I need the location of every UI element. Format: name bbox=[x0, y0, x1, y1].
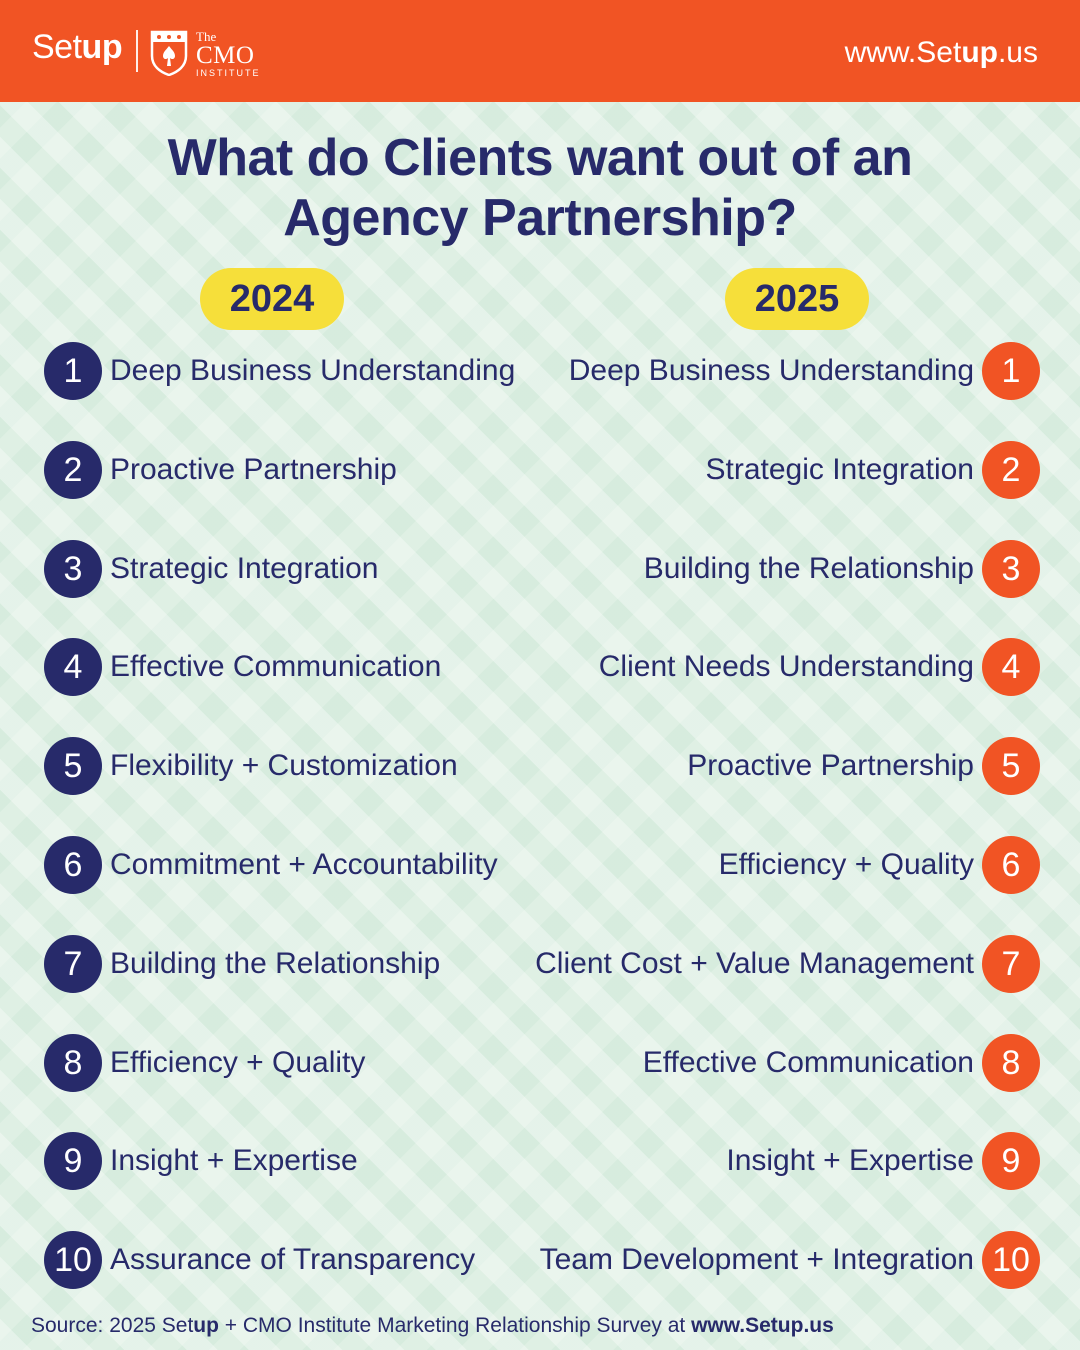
rank-badge: 7 bbox=[982, 934, 1040, 993]
item-label: Client Needs Understanding bbox=[598, 650, 974, 684]
source-text-1: Source: 2025 Set bbox=[31, 1314, 194, 1337]
list-item: Proactive Partnership 5 bbox=[520, 737, 1040, 836]
list-item: Efficiency + Quality 6 bbox=[520, 835, 1040, 935]
item-label: Efficiency + Quality bbox=[110, 1045, 366, 1079]
item-label: Strategic Integration bbox=[705, 452, 975, 486]
item-label: Proactive Partnership bbox=[687, 749, 974, 783]
cmo-institute-text: INSTITUTE bbox=[196, 68, 261, 78]
rank-badge: 1 bbox=[982, 342, 1040, 400]
rank-badge: 4 bbox=[982, 638, 1040, 697]
cmo-name-text: CMO bbox=[196, 42, 255, 69]
item-label: Assurance of Transparency bbox=[110, 1243, 476, 1277]
list-item: 2 Proactive Partnership bbox=[44, 440, 544, 540]
list-item: Insight + Expertise 9 bbox=[520, 1132, 1040, 1231]
rank-badge: 3 bbox=[44, 539, 102, 598]
list-item: Team Development + Integration 10 bbox=[520, 1231, 1040, 1330]
source-url-link[interactable]: www.Setup.us bbox=[691, 1314, 834, 1337]
item-label: Commitment + Accountability bbox=[110, 847, 498, 881]
list-item: 8 Efficiency + Quality bbox=[44, 1033, 544, 1133]
item-label: Insight + Expertise bbox=[110, 1144, 358, 1178]
rank-badge: 9 bbox=[44, 1132, 102, 1191]
website-link[interactable]: www.Setup.us bbox=[845, 36, 1038, 70]
source-footnote: Source: 2025 Setup + CMO Institute Marke… bbox=[31, 1314, 834, 1338]
list-item: 10 Assurance of Transparency bbox=[44, 1231, 544, 1330]
setup-logo-up: up bbox=[81, 28, 123, 66]
setup-logo[interactable]: Setup bbox=[32, 28, 123, 67]
item-label: Deep Business Understanding bbox=[110, 354, 516, 387]
source-text-2: + CMO Institute Marketing Relationship S… bbox=[218, 1314, 692, 1337]
year-badge-2025: 2025 bbox=[725, 268, 869, 330]
list-item: 6 Commitment + Accountability bbox=[44, 835, 544, 935]
rank-badge: 10 bbox=[982, 1231, 1040, 1290]
item-label: Flexibility + Customization bbox=[110, 749, 458, 783]
url-part-bold: up bbox=[961, 36, 998, 69]
item-label: Deep Business Understanding bbox=[568, 354, 974, 387]
list-2025: Deep Business Understanding 1 Strategic I… bbox=[520, 342, 1040, 1330]
rank-badge: 2 bbox=[44, 440, 102, 499]
list-item: Strategic Integration 2 bbox=[520, 440, 1040, 540]
list-item: Client Needs Understanding 4 bbox=[520, 638, 1040, 737]
item-label: Building the Relationship bbox=[110, 946, 441, 980]
item-label: Effective Communication bbox=[642, 1045, 974, 1079]
item-label: Client Cost + Value Management bbox=[535, 946, 974, 980]
url-part-2: .us bbox=[997, 36, 1038, 69]
header-bar: Setup The CMO INSTITUTE www.Setup.us bbox=[0, 0, 1080, 102]
rank-badge: 10 bbox=[44, 1231, 102, 1290]
cmo-institute-logo[interactable]: The CMO INSTITUTE bbox=[196, 30, 261, 78]
title-line-1: What do Clients want out of an bbox=[167, 129, 913, 187]
title-line-2: Agency Partnership? bbox=[283, 189, 797, 247]
cmo-the-text: The bbox=[196, 29, 217, 44]
list-item: Effective Communication 8 bbox=[520, 1033, 1040, 1133]
rank-badge: 7 bbox=[44, 934, 102, 993]
rank-badge: 9 bbox=[982, 1132, 1040, 1191]
list-item: 4 Effective Communication bbox=[44, 638, 544, 737]
rank-badge: 8 bbox=[982, 1033, 1040, 1092]
item-label: Strategic Integration bbox=[110, 551, 379, 585]
item-label: Efficiency + Quality bbox=[718, 847, 974, 881]
list-item: 7 Building the Relationship bbox=[44, 934, 544, 1034]
item-label: Team Development + Integration bbox=[539, 1243, 974, 1277]
item-label: Effective Communication bbox=[110, 650, 442, 684]
rank-badge: 5 bbox=[44, 737, 102, 796]
url-part-1: www.Set bbox=[844, 36, 962, 69]
item-label: Insight + Expertise bbox=[726, 1144, 974, 1178]
list-item: Client Cost + Value Management 7 bbox=[520, 934, 1040, 1034]
item-label: Building the Relationship bbox=[643, 551, 974, 585]
list-item: Deep Business Understanding 1 bbox=[520, 342, 1040, 441]
page-title: What do Clients want out of an Agency Pa… bbox=[90, 128, 990, 248]
list-2024: 1 Deep Business Understanding 2 Proactive … bbox=[44, 342, 544, 1330]
list-item: 9 Insight + Expertise bbox=[44, 1132, 544, 1231]
rank-badge: 6 bbox=[44, 835, 102, 894]
year-badge-2024: 2024 bbox=[200, 268, 344, 330]
list-item: 1 Deep Business Understanding bbox=[44, 342, 544, 441]
cmo-crest-icon bbox=[150, 30, 188, 76]
list-item: Building the Relationship 3 bbox=[520, 539, 1040, 639]
item-label: Proactive Partnership bbox=[110, 452, 397, 486]
rank-badge: 2 bbox=[982, 440, 1040, 499]
source-text-bold: up bbox=[193, 1314, 219, 1337]
list-item: 5 Flexibility + Customization bbox=[44, 737, 544, 836]
setup-logo-text: Set bbox=[32, 28, 82, 66]
rank-badge: 8 bbox=[44, 1033, 102, 1092]
list-item: 3 Strategic Integration bbox=[44, 539, 544, 639]
rank-badge: 3 bbox=[982, 539, 1040, 598]
rank-badge: 6 bbox=[982, 835, 1040, 894]
logo-divider bbox=[136, 30, 138, 72]
rank-badge: 1 bbox=[44, 342, 102, 400]
rank-badge: 4 bbox=[44, 638, 102, 697]
rank-badge: 5 bbox=[982, 737, 1040, 796]
